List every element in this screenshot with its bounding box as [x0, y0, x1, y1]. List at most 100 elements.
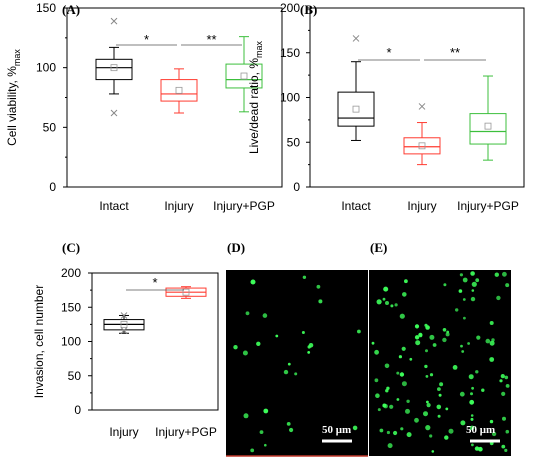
fluorescent-cell [471, 281, 477, 287]
fluorescent-cell [491, 338, 495, 342]
chart-c-ytick-label: 200 [61, 266, 81, 280]
fluorescent-cell [471, 289, 475, 292]
fluorescent-cell [396, 371, 400, 375]
chart-c-box-injury [103, 312, 145, 334]
box-mean-marker [352, 105, 360, 113]
chart-b-ylabel: Live/dead ratio, %max [247, 40, 264, 154]
fluorescent-cell [489, 321, 494, 325]
fluorescent-cell [384, 363, 390, 369]
fluorescent-cell [437, 414, 441, 418]
micrograph-e-background [369, 270, 511, 456]
fluorescent-cell [374, 378, 379, 383]
chart-b-ylabel-subscript: max [254, 40, 264, 58]
chart-a-ytick-label: 0 [49, 180, 56, 194]
fluorescent-cell [438, 393, 442, 397]
fluorescent-cell [357, 329, 361, 334]
fluorescent-cell [489, 357, 495, 362]
fluorescent-cell [455, 308, 459, 312]
fluorescent-cell [289, 427, 294, 433]
chart-b-box-intact [337, 35, 375, 141]
chart-b-significance-label: ** [450, 45, 460, 60]
chart-a-category-label: Injury+PGP [213, 199, 275, 213]
fluorescent-cell [375, 393, 380, 399]
outlier-stroke [120, 312, 128, 319]
fluorescent-cell [431, 450, 435, 453]
fluorescent-cell [396, 398, 400, 401]
fluorescent-cell [505, 429, 510, 434]
fluorescent-cell [424, 364, 428, 369]
chart-c-category-label: Injury [109, 425, 138, 439]
chart-a-ylabel-subscript: max [12, 49, 22, 67]
chart-c-ylabel: Invasion, cell number [32, 285, 46, 398]
chart-a-ytick-label: 100 [36, 61, 56, 75]
fluorescent-cell [307, 351, 311, 354]
fluorescent-cell [442, 328, 447, 332]
fluorescent-cell [443, 283, 447, 287]
fluorescent-cell [436, 404, 442, 410]
outlier-stroke [120, 327, 128, 334]
fluorescent-cell [467, 342, 470, 345]
chart-a-box-injury [160, 68, 198, 114]
fluorescent-cell [263, 408, 269, 414]
fluorescent-cell [432, 343, 437, 347]
chart-c-ytick-label: 50 [68, 369, 82, 383]
chart-b-box-injury [403, 103, 441, 166]
fluorescent-cell [394, 303, 398, 307]
scale-bar-e-label: 50 μm [466, 424, 495, 436]
fluorescent-cell [494, 272, 499, 277]
chart-b-box-injury-pgp [469, 75, 507, 161]
chart-a-significance-label: ** [206, 32, 216, 47]
fluorescent-cell [401, 346, 406, 351]
box-mean-marker [418, 142, 426, 150]
micrograph-e: 50 μm [369, 270, 511, 456]
chart-c-box-injury-pgp [165, 286, 207, 299]
box-mean-marker [182, 288, 190, 296]
fluorescent-cell [462, 277, 468, 283]
fluorescent-cell [504, 375, 509, 380]
fluorescent-cell [461, 350, 465, 353]
fluorescent-cell [418, 332, 423, 337]
fluorescent-cell [318, 299, 323, 304]
fluorescent-cell [402, 292, 407, 297]
fluorescent-cell [429, 373, 434, 377]
box-iqr [160, 79, 198, 102]
fluorescent-cell [499, 379, 503, 383]
chart-a-significance-label: * [144, 32, 149, 47]
fluorescent-cell [452, 365, 458, 370]
outlier-stroke [110, 17, 118, 25]
fluorescent-cell [429, 334, 435, 340]
fluorescent-cell [406, 432, 412, 438]
chart-a-category-label: Intact [99, 199, 129, 213]
box-mean-marker [484, 122, 492, 130]
fluorescent-cell [504, 448, 508, 452]
fluorescent-cell [286, 422, 291, 426]
fluorescent-cell [489, 340, 495, 346]
chart-a-ytick-label: 50 [43, 120, 57, 134]
panel-label-c: (C) [62, 240, 80, 255]
chart-c-ytick-label: 100 [61, 335, 81, 349]
fluorescent-cell [414, 335, 420, 340]
fluorescent-cell [429, 434, 433, 438]
fluorescent-cell [448, 428, 454, 434]
chart-c-invasion: 0 50 100 150 200 Invasion, cell number Injury I… [32, 266, 219, 439]
fluorescent-cell [505, 384, 510, 388]
panel-label-a: (A) [62, 2, 80, 17]
fluorescent-cell [489, 419, 494, 424]
panel-label-d: (D) [227, 240, 245, 255]
fluorescent-cell [476, 447, 480, 451]
fluorescent-cell [475, 370, 479, 374]
box-mean-marker [110, 64, 118, 72]
fluorescent-cell [425, 375, 429, 378]
panel-label-b: (B) [300, 2, 317, 17]
box-mean-marker [120, 320, 128, 328]
chart-c-ytick-label: 0 [74, 403, 81, 417]
chart-c-category-label: Injury+PGP [155, 425, 217, 439]
fluorescent-cell [250, 448, 255, 453]
chart-a-cell-viability: 0 50 100 150 Cell viability, %max Intact Injur… [5, 1, 283, 213]
fluorescent-cell [398, 355, 402, 359]
chart-b-live-dead-ratio: 0 50 100 150 200 Live/dead ratio, %max Intact I… [247, 1, 525, 213]
fluorescent-cell [283, 369, 289, 375]
fluorescent-cell [481, 388, 485, 392]
chart-a-box-injury-pgp [225, 36, 263, 113]
fluorescent-cell [501, 391, 506, 396]
